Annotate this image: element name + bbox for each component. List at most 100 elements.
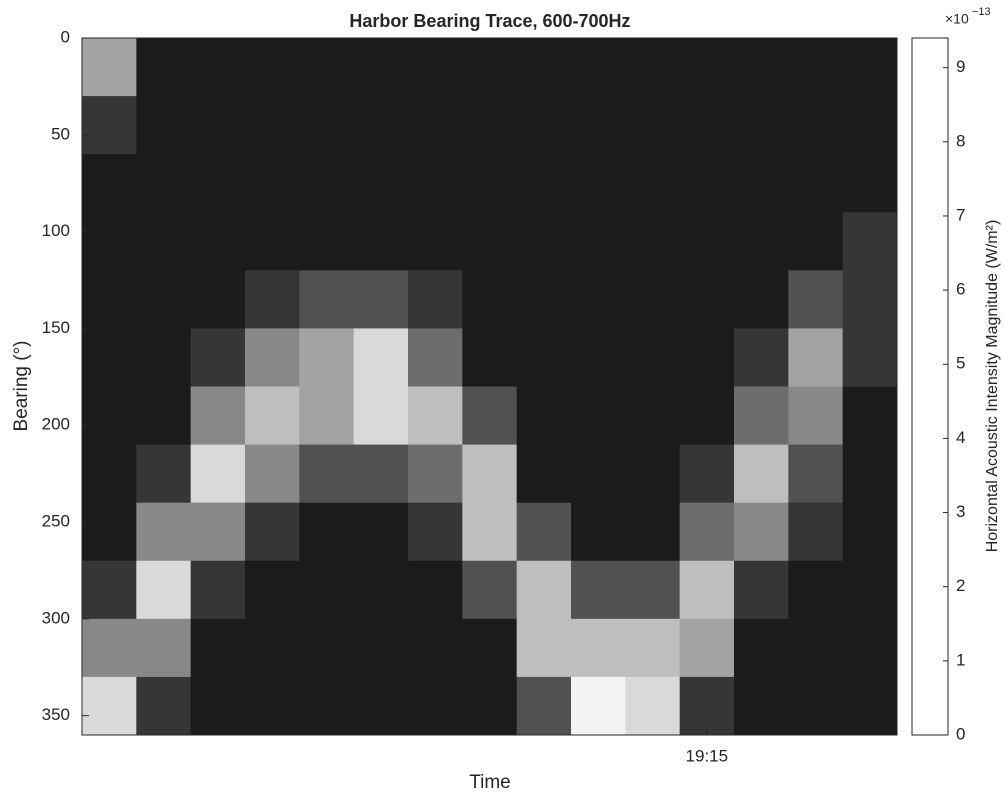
colorbar-tick-label: 6	[956, 280, 965, 299]
colorbar-exponent: −13	[972, 6, 991, 18]
heatmap-cell	[190, 676, 246, 736]
heatmap-cell	[516, 560, 572, 620]
heatmap-cell	[299, 154, 355, 213]
heatmap-cell	[245, 676, 300, 736]
heatmap-cell	[82, 676, 137, 736]
heatmap-cell	[299, 96, 355, 155]
heatmap-cell	[571, 444, 626, 504]
colorbar-label: Horizontal Acoustic Intensity Magnitude …	[984, 220, 1001, 553]
heatmap-cell	[82, 38, 137, 97]
heatmap-cell	[462, 96, 518, 155]
heatmap-cell	[136, 676, 192, 736]
colorbar-tick-label: 5	[956, 354, 965, 373]
y-tick-label: 0	[61, 27, 70, 46]
heatmap-cell	[82, 96, 137, 155]
heatmap-cell	[625, 618, 681, 678]
heatmap-cell	[571, 38, 626, 97]
heatmap-cell	[679, 502, 735, 562]
heatmap-cell	[679, 270, 735, 329]
x-tick-label: 19:15	[686, 746, 729, 765]
heatmap-cell	[516, 676, 572, 736]
heatmap-cell	[734, 96, 789, 155]
heatmap-cell	[571, 676, 626, 736]
heatmap-cell	[299, 38, 355, 97]
colorbar-tick-label: 3	[956, 502, 965, 521]
heatmap-cell	[679, 38, 735, 97]
heatmap-cell	[353, 502, 409, 562]
heatmap-cell	[679, 560, 735, 620]
heatmap-cell	[734, 560, 789, 620]
heatmap-cell	[136, 560, 192, 620]
colorbar-tick-label: 1	[956, 650, 965, 669]
heatmap-cell	[679, 676, 735, 736]
heatmap-cell	[571, 560, 626, 620]
heatmap-cell	[136, 618, 192, 678]
heatmap-cell	[462, 154, 518, 213]
heatmap-cell	[245, 328, 300, 387]
heatmap-cell	[190, 386, 246, 446]
heatmap-cell	[353, 96, 409, 155]
heatmap-cell	[788, 444, 844, 504]
heatmap-cell	[516, 328, 572, 387]
heatmap-cell	[679, 444, 735, 504]
heatmap-cell	[136, 328, 192, 387]
heatmap-cell	[245, 618, 300, 678]
heatmap-cell	[462, 618, 518, 678]
heatmap-cell	[353, 38, 409, 97]
heatmap-cell	[679, 154, 735, 213]
y-tick-label: 300	[42, 608, 70, 627]
heatmap-cell	[190, 560, 246, 620]
heatmap-cell	[190, 618, 246, 678]
chart-title: Harbor Bearing Trace, 600-700Hz	[349, 11, 630, 31]
heatmap-cell	[408, 328, 463, 387]
heatmap-cell	[516, 154, 572, 213]
heatmap-cell	[190, 96, 246, 155]
heatmap-cell	[625, 154, 681, 213]
heatmap-cell	[625, 38, 681, 97]
colorbar-tick-label: 7	[956, 205, 965, 224]
heatmap-cell	[353, 270, 409, 329]
heatmap-cell	[462, 502, 518, 562]
heatmap-cell	[625, 270, 681, 329]
heatmap-cell	[679, 328, 735, 387]
heatmap-cell	[408, 38, 463, 97]
heatmap-cell	[299, 386, 355, 446]
heatmap-cell	[734, 676, 789, 736]
colorbar-multiplier: ×10	[945, 11, 969, 27]
colorbar-tick-label: 9	[956, 57, 965, 76]
colorbar-tick-label: 4	[956, 428, 965, 447]
heatmap-cell	[462, 676, 518, 736]
heatmap-cell	[82, 328, 137, 387]
y-tick-label: 50	[51, 124, 70, 143]
heatmap-cell	[245, 502, 300, 562]
heatmap-cell	[571, 96, 626, 155]
heatmap-cell	[82, 560, 137, 620]
heatmap-cell	[788, 676, 844, 736]
heatmap-cell	[299, 444, 355, 504]
heatmap-cell	[353, 676, 409, 736]
heatmap-cell	[136, 212, 192, 271]
heatmap-cell	[82, 618, 137, 678]
heatmap-cell	[788, 502, 844, 562]
heatmap-cell	[734, 328, 789, 387]
heatmap-cell	[462, 560, 518, 620]
heatmap-cell	[353, 386, 409, 446]
colorbar-tick-label: 2	[956, 576, 965, 595]
heatmap-cell	[462, 270, 518, 329]
heatmap-cell	[408, 386, 463, 446]
heatmap-cell	[516, 96, 572, 155]
heatmap-cell	[462, 328, 518, 387]
heatmap-cell	[734, 270, 789, 329]
heatmap-cell	[788, 96, 844, 155]
heatmap-cell	[353, 560, 409, 620]
heatmap-cell	[408, 444, 463, 504]
heatmap-cell	[516, 38, 572, 97]
heatmap-cell	[625, 96, 681, 155]
heatmap-cell	[408, 618, 463, 678]
heatmap-cell	[516, 618, 572, 678]
heatmap-cell	[190, 502, 246, 562]
heatmap-cell	[408, 560, 463, 620]
heatmap-cell	[190, 212, 246, 271]
heatmap-cell	[571, 212, 626, 271]
heatmap-cell	[82, 502, 137, 562]
